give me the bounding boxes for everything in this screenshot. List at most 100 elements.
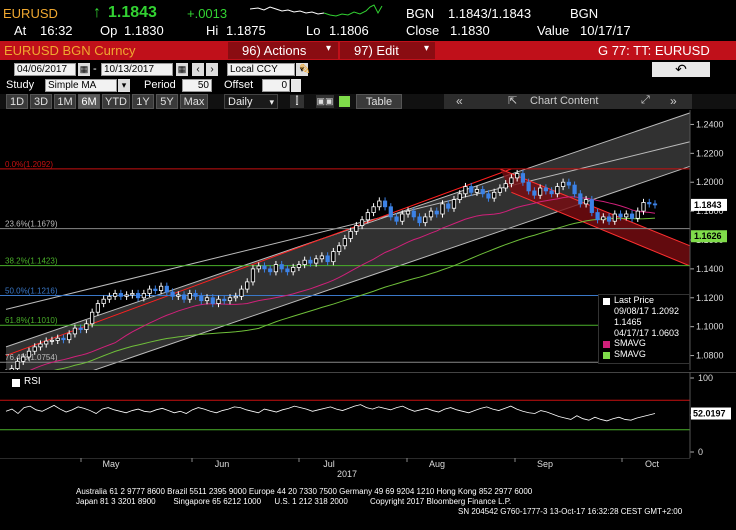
candle-body-48 [279, 264, 284, 270]
range-button-1m[interactable]: 1M [54, 94, 76, 109]
candle-body-103 [595, 212, 600, 221]
candle-body-30 [176, 294, 181, 297]
candle-body-15 [90, 311, 95, 325]
candle-body-82 [474, 189, 480, 193]
candle-body-63 [365, 212, 370, 221]
quote-header: EURUSD ↑ 1.1843 +.0013 BGN 1.1843/1.1843… [0, 0, 736, 40]
candle-body-34 [199, 295, 204, 302]
sma-tag-box [691, 230, 727, 243]
collapse-right-icon[interactable]: » [670, 94, 677, 108]
candle-body-97 [560, 181, 566, 187]
value-label: Value [537, 23, 570, 38]
price-change: +.0013 [187, 6, 228, 21]
study-dropdown-icon[interactable]: ▾ [118, 79, 130, 92]
end-calendar-icon[interactable]: ▦ [176, 63, 188, 76]
frequency-select[interactable]: Daily ▾ [224, 94, 278, 109]
range-button-1d[interactable]: 1D [6, 94, 28, 109]
source-2: BGN [570, 6, 599, 21]
candle-body-105 [606, 216, 612, 222]
candle-body-68 [394, 216, 399, 222]
range-button-6m[interactable]: 6M [78, 94, 100, 109]
candle-body-74 [428, 210, 434, 218]
candle-body-89 [515, 173, 520, 179]
fib-label-5: 76.4%(1.0754) [5, 353, 58, 362]
candle-body-110 [635, 210, 640, 219]
high-label: Hi [206, 23, 219, 38]
range-button-5y[interactable]: 5Y [156, 94, 178, 109]
candle-body-16 [95, 303, 101, 313]
price-chart[interactable]: 0.0%(1.2092) 23.6%(1.1679) 38.2%(1.1423) 50… [0, 110, 736, 370]
y-tick-label-7: 1.1000 [696, 322, 724, 332]
currency-select[interactable]: Local CCY [227, 63, 295, 76]
chart-content-label[interactable]: Chart Content [530, 95, 599, 107]
collapse-left-icon[interactable]: « [456, 94, 463, 108]
candle-body-111 [641, 202, 646, 212]
candle-body-64 [371, 206, 376, 213]
candle-body-23 [135, 293, 141, 299]
frequency-dropdown-icon: ▾ [269, 97, 274, 107]
candle-body-102 [589, 199, 594, 213]
candle-body-53 [308, 259, 313, 264]
study-select[interactable]: Simple MA [45, 79, 117, 92]
table-button[interactable]: Table [356, 94, 402, 109]
candle-body-59 [342, 238, 347, 247]
red-trend-line [5, 168, 512, 357]
candle-body-91 [526, 181, 531, 192]
candle-body-38 [222, 298, 227, 302]
open-value: 1.1830 [124, 23, 164, 38]
offset-field[interactable]: 0 [262, 79, 290, 92]
candle-body-57 [331, 251, 336, 263]
candle-body-44 [256, 265, 261, 270]
rsi-chart[interactable]: 10050052.0197 [0, 372, 736, 458]
start-date-field[interactable]: 04/06/2017 [14, 63, 76, 76]
range-button-3d[interactable]: 3D [30, 94, 52, 109]
candle-body-108 [624, 213, 629, 218]
candle-body-66 [382, 200, 388, 208]
candle-body-80 [463, 186, 468, 195]
candle-body-3 [21, 356, 26, 362]
value-date: 10/17/17 [580, 23, 631, 38]
candle-type-icon[interactable]: ⫿ [290, 95, 304, 108]
candle-body-61 [354, 225, 359, 232]
period-field[interactable]: 50 [182, 79, 212, 92]
range-button-1y[interactable]: 1Y [132, 94, 154, 109]
candle-body-25 [147, 288, 152, 294]
start-calendar-icon[interactable]: ▦ [78, 63, 90, 76]
fib-label-0: 0.0%(1.2092) [5, 160, 53, 169]
candle-body-112 [647, 202, 652, 205]
offset-color-swatch[interactable] [291, 79, 301, 92]
footer-line-2: Japan 81 3 3201 8900 Singapore 65 6212 1… [76, 497, 512, 506]
candle-body-32 [187, 293, 192, 300]
at-time: 16:32 [40, 23, 73, 38]
back-button[interactable]: ↶ [652, 62, 710, 77]
end-date-field[interactable]: 10/13/2017 [101, 63, 173, 76]
actions-menu[interactable]: 96) Actions ▾ [228, 42, 338, 59]
chart-style-icon[interactable]: ▣▣ [316, 95, 334, 108]
candle-body-46 [268, 268, 273, 273]
expand-icon[interactable]: ⇱ [508, 95, 518, 107]
prev-period-button[interactable]: ‹ [192, 63, 204, 76]
candle-body-28 [164, 285, 169, 293]
next-period-button[interactable]: › [206, 63, 218, 76]
candle-body-42 [245, 281, 250, 290]
currency-dropdown-icon[interactable]: ▾ [296, 63, 308, 76]
date-separator: - [93, 63, 97, 75]
candle-body-45 [262, 265, 267, 270]
candle-body-54 [314, 258, 319, 264]
source: BGN [406, 6, 435, 21]
maximize-icon[interactable]: ⤢ [641, 94, 650, 106]
pencil-icon[interactable]: ✎ [299, 61, 311, 77]
candle-body-107 [618, 213, 623, 218]
low-label: Lo [306, 23, 321, 38]
rsi-swatch [12, 379, 20, 387]
edit-menu[interactable]: 97) Edit ▾ [340, 42, 435, 59]
actions-label: 96) Actions [242, 43, 307, 58]
x-month-aug: Aug [429, 459, 445, 469]
y-tick-label-1: 1.2200 [696, 148, 724, 158]
range-button-max[interactable]: Max [180, 94, 208, 109]
candle-body-2 [15, 360, 20, 369]
candle-body-85 [492, 191, 497, 199]
range-button-ytd[interactable]: YTD [102, 94, 130, 109]
at-label: At [14, 23, 27, 38]
green-swatch-icon[interactable] [339, 96, 350, 107]
